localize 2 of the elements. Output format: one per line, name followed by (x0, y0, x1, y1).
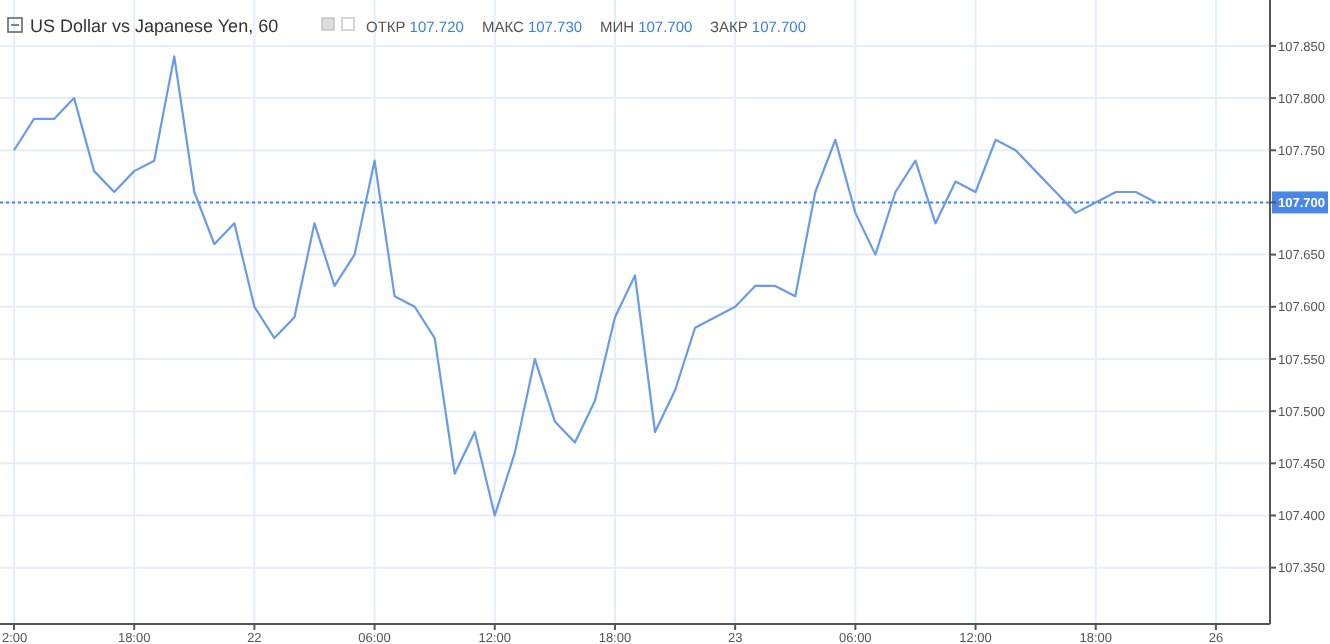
text: US Dollar vs Japanese Yen, 60 (30, 16, 279, 36)
line-series (12, 55, 1157, 517)
